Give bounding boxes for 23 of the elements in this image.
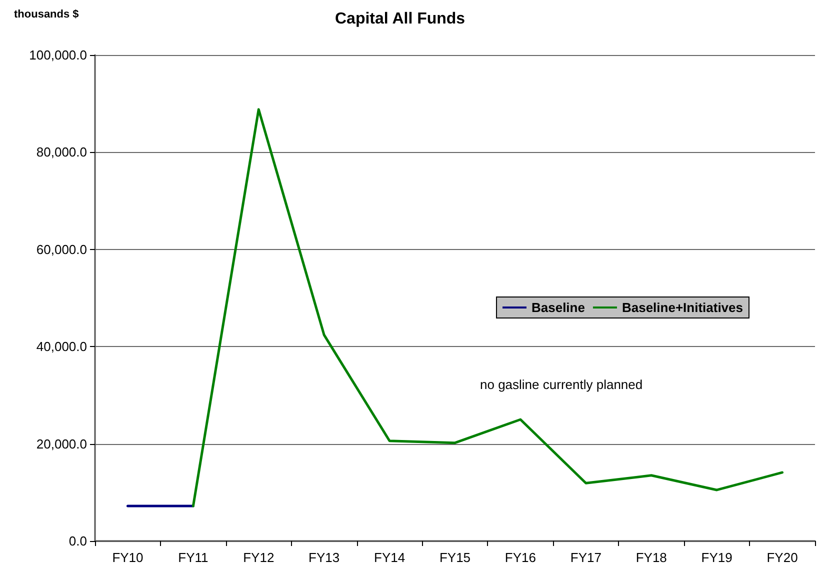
- x-tick-label: FY20: [766, 550, 798, 565]
- y-tick-label: 60,000.0: [36, 242, 87, 257]
- y-tick-label: 0.0: [68, 534, 87, 548]
- x-tick-label: FY15: [439, 550, 471, 565]
- legend-label: Baseline+Initiatives: [622, 300, 743, 315]
- legend-label: Baseline: [531, 300, 585, 315]
- x-tick-label: FY13: [308, 550, 340, 565]
- line-series: [192, 108, 784, 508]
- x-tick-label: FY10: [112, 550, 144, 565]
- y-tick-label: 100,000.0: [29, 48, 87, 62]
- x-tick-label: FY12: [243, 550, 274, 565]
- annotation: no gasline currently planned: [480, 377, 643, 392]
- y-tick-label: 80,000.0: [36, 144, 87, 160]
- x-tick-label: FY18: [636, 550, 667, 565]
- x-tick-label: FY11: [178, 550, 208, 565]
- chart-title: Capital All Funds: [335, 10, 466, 28]
- x-tick-label: FY14: [374, 550, 406, 565]
- x-tick-label: FY16: [504, 550, 536, 565]
- y-axis-title: thousands $: [14, 8, 79, 20]
- x-tick-label: FY17: [570, 550, 602, 565]
- y-tick-label: 40,000.0: [36, 339, 87, 354]
- x-tick-label: FY19: [701, 550, 732, 565]
- y-tick-label: 20,000.0: [36, 436, 87, 452]
